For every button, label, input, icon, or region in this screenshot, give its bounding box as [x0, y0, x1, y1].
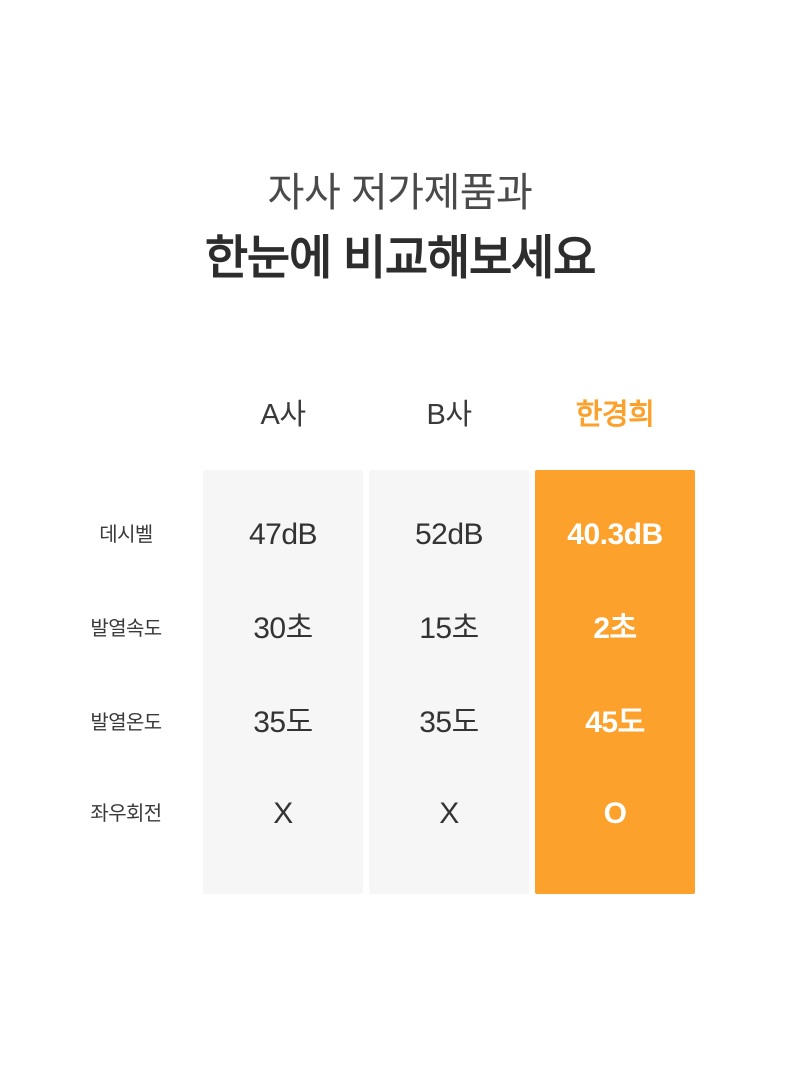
column-header-a: A사: [260, 399, 306, 431]
cell-heating-temperature-hankyunghee: 45도: [585, 706, 645, 739]
cell-heating-speed-b: 15초: [419, 612, 479, 645]
row-label-heating-temperature: 발열온도: [90, 712, 162, 734]
column-panel-a: [203, 470, 363, 894]
cell-heating-temperature-a: 35도: [253, 706, 313, 739]
comparison-table: A사 B사 한경희 데시벨 47dB 52dB 40.3dB 발열속도 30초 …: [0, 392, 800, 902]
column-header-hankyunghee: 한경희: [575, 399, 655, 431]
cell-heating-speed-a: 30초: [253, 612, 313, 645]
cell-decibel-hankyunghee: 40.3dB: [567, 518, 663, 551]
cell-rotation-b: X: [439, 797, 459, 830]
cell-heating-speed-hankyunghee: 2초: [593, 612, 637, 645]
heading-title: 한눈에 비교해보세요: [204, 231, 596, 285]
cell-rotation-hankyunghee: O: [603, 797, 627, 830]
cell-decibel-b: 52dB: [414, 518, 484, 551]
cell-decibel-a: 47dB: [248, 518, 318, 551]
row-label-rotation: 좌우회전: [90, 803, 162, 825]
column-panel-b: [369, 470, 529, 894]
table-column-headers: A사 B사 한경희: [0, 392, 800, 448]
cell-heating-temperature-b: 35도: [419, 706, 479, 739]
heading-subtitle: 자사 저가제품과: [267, 171, 533, 215]
column-panel-hankyunghee: [535, 470, 695, 894]
cell-rotation-a: X: [273, 797, 293, 830]
column-header-b: B사: [426, 399, 472, 431]
row-label-decibel: 데시벨: [99, 524, 153, 546]
row-label-heating-speed: 발열속도: [90, 618, 162, 640]
page-heading: 자사 저가제품과 한눈에 비교해보세요: [0, 168, 800, 288]
